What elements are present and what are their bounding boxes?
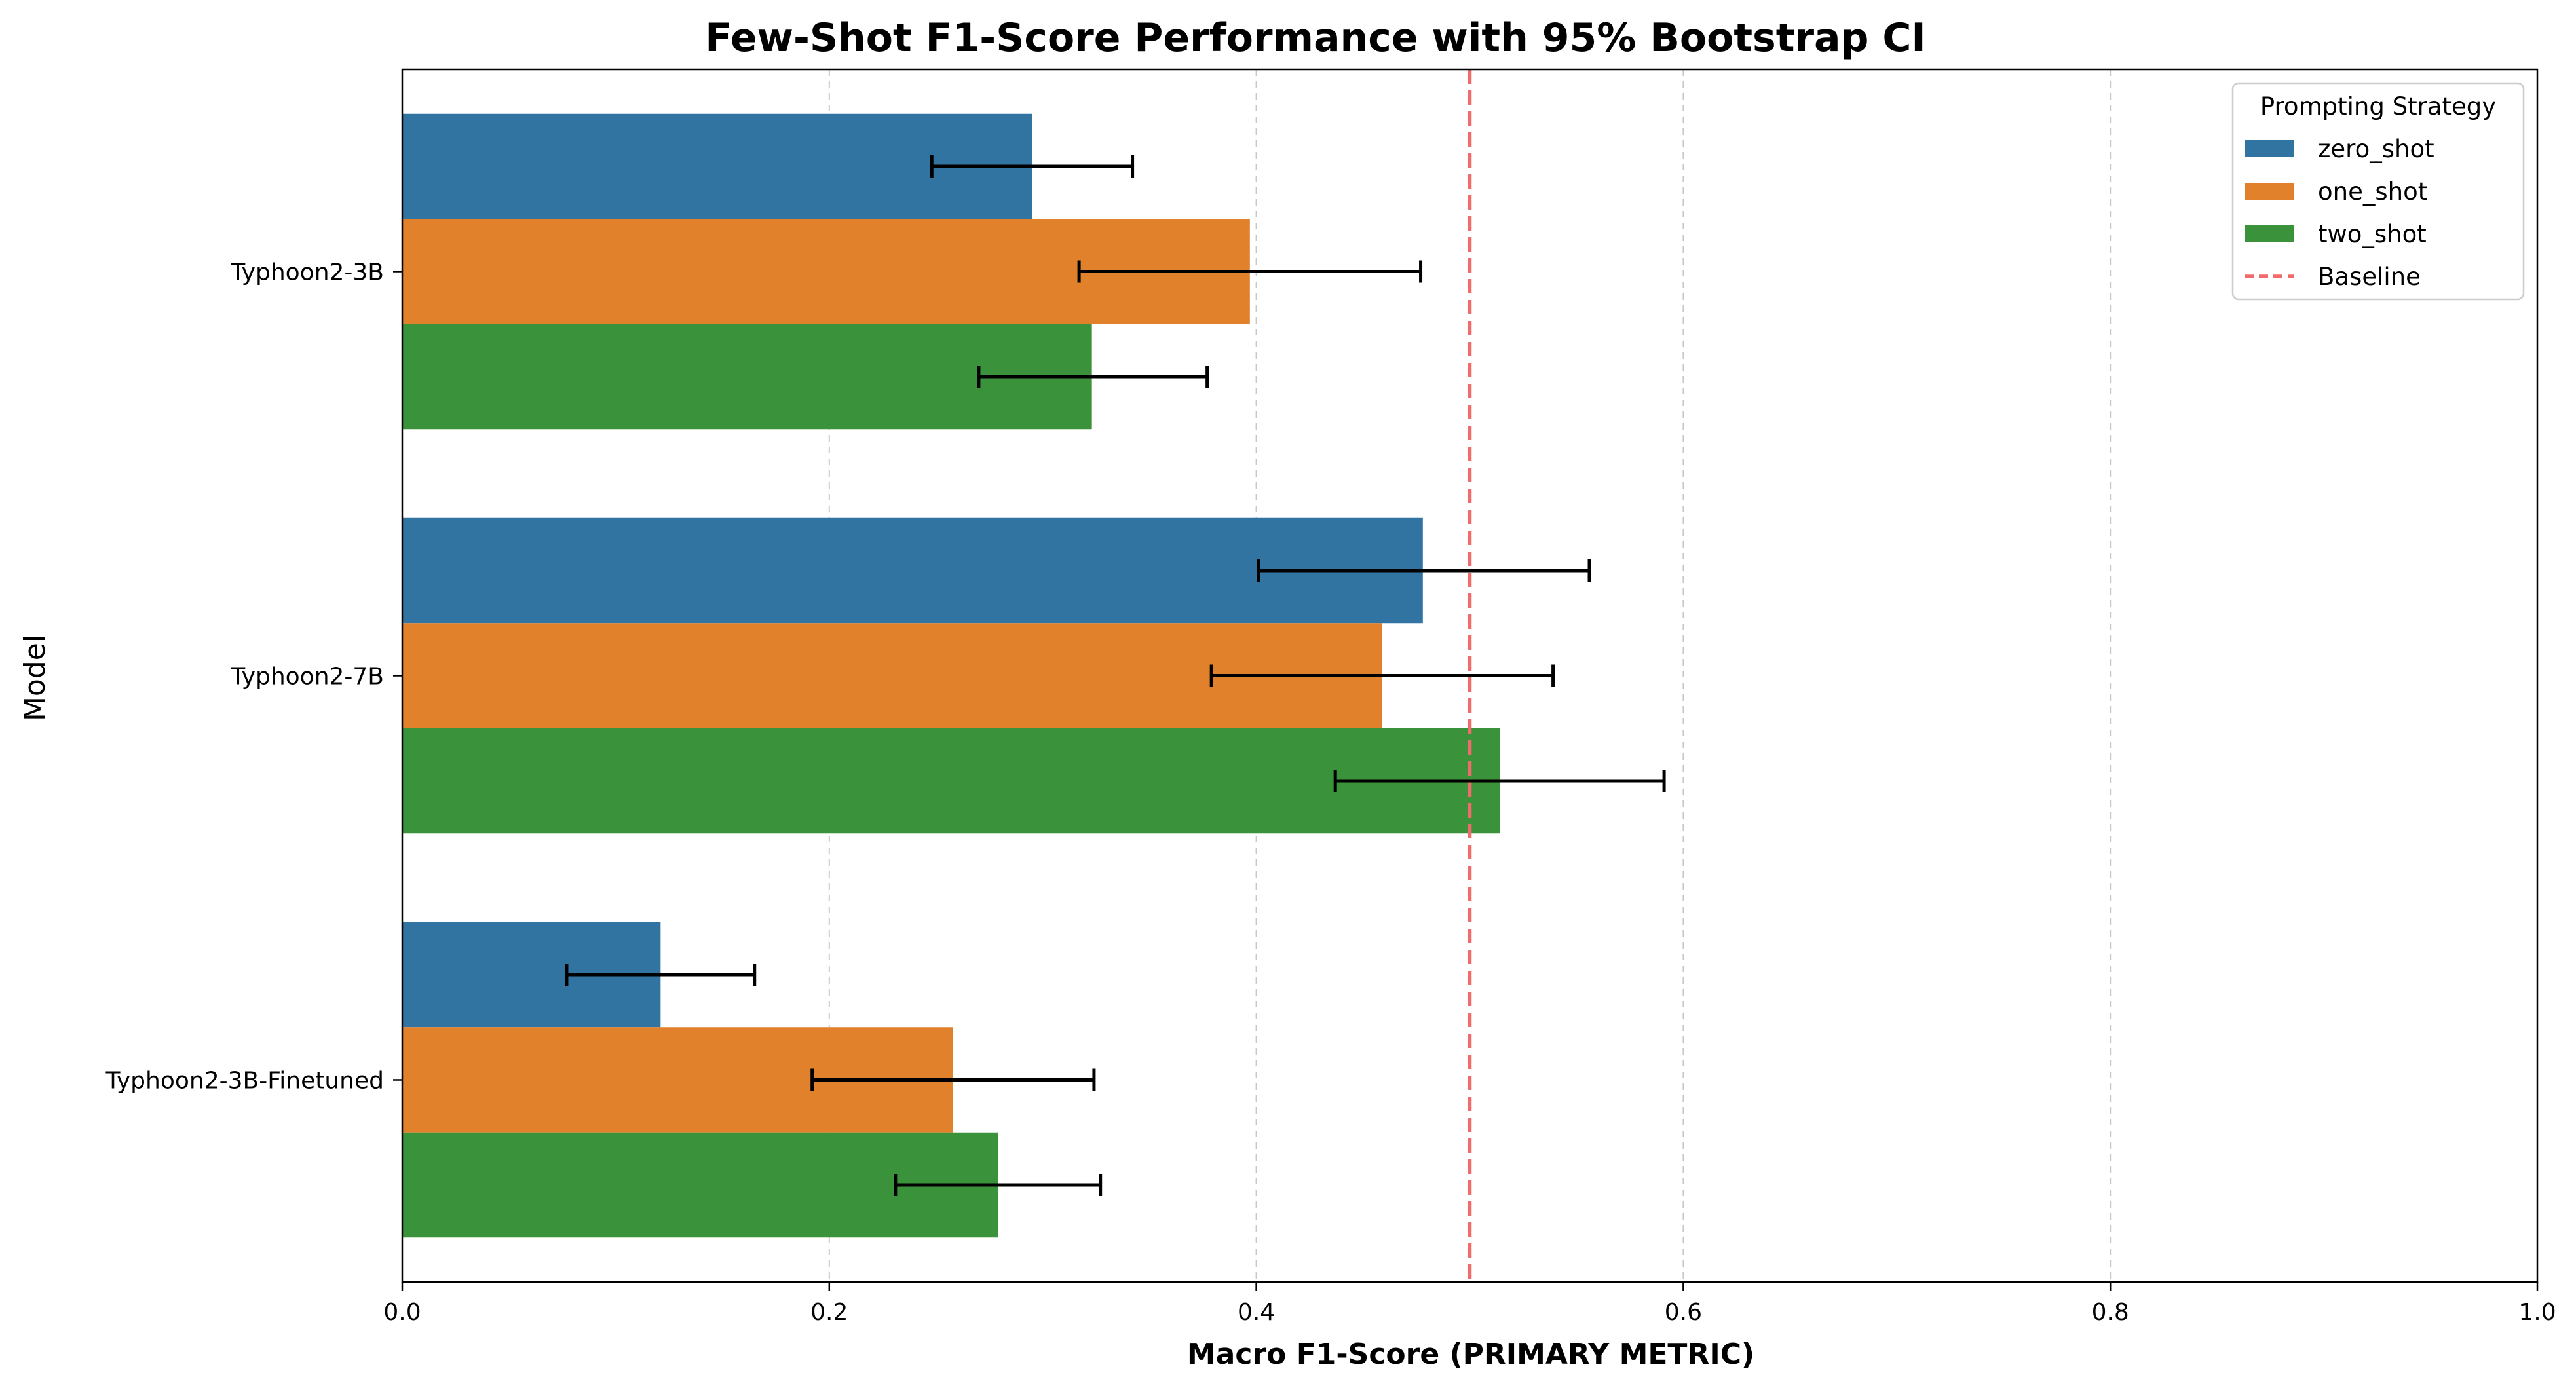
legend-item-two-shot: two_shot bbox=[2245, 220, 2427, 248]
legend-swatch-zero-shot bbox=[2245, 140, 2294, 157]
legend-swatch-two-shot bbox=[2245, 225, 2294, 242]
error-bar-typhoon2-3b-zero-shot bbox=[930, 155, 1135, 178]
error-bar-typhoon2-7b-one-shot bbox=[1209, 664, 1555, 687]
legend: Prompting Strategy zero_shot one_shot two_… bbox=[2231, 82, 2525, 301]
bar-typhoon2-7b-two-shot bbox=[402, 728, 1500, 834]
legend-title: Prompting Strategy bbox=[2260, 92, 2496, 121]
y-tick-label-typhoon2-7b: Typhoon2-7B bbox=[230, 664, 384, 690]
y-axis: Typhoon2-3B Typhoon2-7B Typhoon2-3B-Finetu… bbox=[105, 259, 402, 1095]
legend-label-zero-shot: zero_shot bbox=[2318, 135, 2434, 163]
y-axis-title: Model bbox=[18, 635, 52, 721]
bar-typhoon2-7b-zero-shot bbox=[402, 517, 1423, 624]
x-tick-label-1-0: 1.0 bbox=[2518, 1299, 2556, 1326]
legend-item-baseline: Baseline bbox=[2245, 263, 2421, 291]
x-tick-label-0-2: 0.2 bbox=[810, 1299, 848, 1326]
legend-item-zero-shot: zero_shot bbox=[2245, 135, 2434, 163]
legend-box bbox=[2231, 82, 2525, 301]
x-tick-label-0-4: 0.4 bbox=[1238, 1299, 1275, 1326]
x-tick-label-0-6: 0.6 bbox=[1665, 1299, 1702, 1326]
x-axis-title: Macro F1-Score (PRIMARY METRIC) bbox=[1187, 1338, 1754, 1371]
chart-title: Few-Shot F1-Score Performance with 95% B… bbox=[705, 15, 1925, 61]
bars-layer bbox=[402, 113, 1500, 1238]
x-tick-label-0-0: 0.0 bbox=[383, 1299, 421, 1326]
legend-item-one-shot: one_shot bbox=[2245, 178, 2427, 206]
x-tick-label-0-8: 0.8 bbox=[2092, 1299, 2129, 1326]
errorbar-layer bbox=[565, 155, 1666, 1196]
legend-label-one-shot: one_shot bbox=[2318, 178, 2427, 206]
legend-swatch-one-shot bbox=[2245, 183, 2294, 200]
error-bar-typhoon2-3b-finetuned-zero-shot bbox=[565, 964, 757, 986]
error-bar-typhoon2-3b-two-shot bbox=[977, 366, 1209, 388]
bar-typhoon2-3b-zero-shot bbox=[402, 113, 1032, 219]
bar-typhoon2-3b-two-shot bbox=[402, 324, 1092, 430]
y-tick-label-typhoon2-3b-finetuned: Typhoon2-3B-Finetuned bbox=[105, 1068, 384, 1095]
error-bar-typhoon2-3b-finetuned-two-shot bbox=[894, 1174, 1103, 1196]
error-bar-typhoon2-7b-two-shot bbox=[1333, 770, 1666, 792]
y-tick-label-typhoon2-3b: Typhoon2-3B bbox=[230, 259, 384, 286]
legend-items: zero_shot one_shot two_shot Baseline bbox=[2245, 135, 2434, 291]
x-axis: 0.0 0.2 0.4 0.6 0.8 1.0 bbox=[383, 1282, 2556, 1326]
error-bar-typhoon2-3b-one-shot bbox=[1077, 260, 1423, 283]
legend-label-baseline: Baseline bbox=[2318, 263, 2421, 291]
error-bar-typhoon2-7b-zero-shot bbox=[1257, 559, 1591, 582]
error-bar-typhoon2-3b-finetuned-one-shot bbox=[810, 1068, 1096, 1091]
legend-label-two-shot: two_shot bbox=[2318, 220, 2427, 248]
